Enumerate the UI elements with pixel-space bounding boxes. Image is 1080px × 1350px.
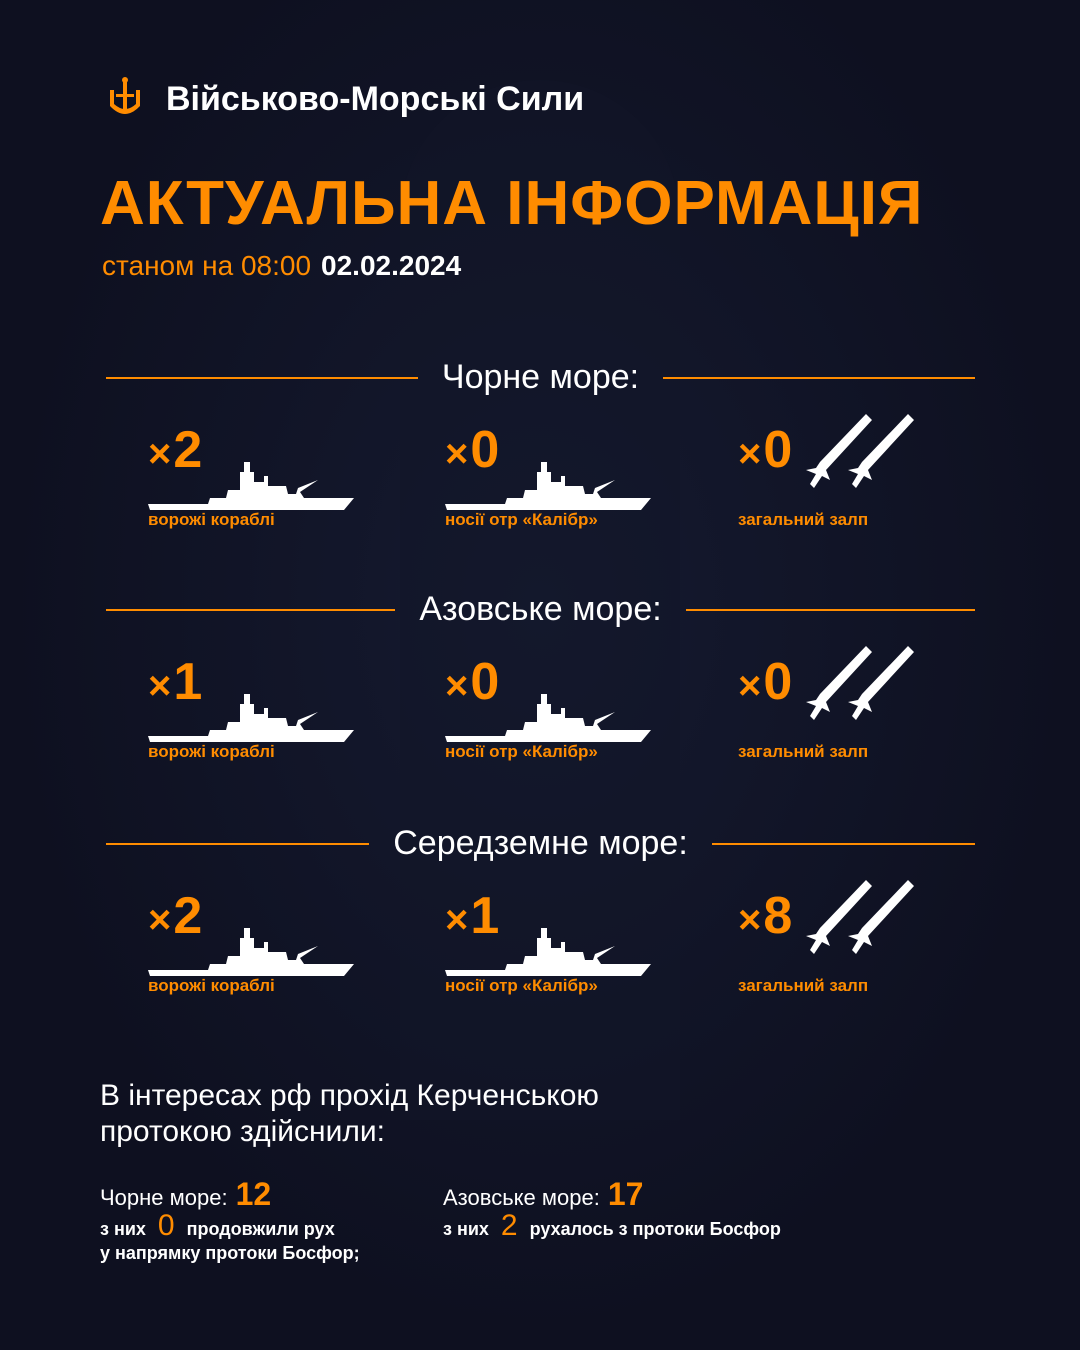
as-of: станом на 08:00 02.02.2024 bbox=[102, 250, 461, 282]
stat-cell: ×0 носії отр «Калібр» bbox=[445, 420, 675, 540]
count: ×1 bbox=[148, 652, 202, 712]
count: ×2 bbox=[148, 886, 202, 946]
count-value: 0 bbox=[470, 653, 500, 711]
divider bbox=[106, 842, 370, 845]
stat-cell: ×0 носії отр «Калібр» bbox=[445, 652, 675, 772]
stat-cell: ×8 загальний залп bbox=[738, 880, 968, 1006]
count-value: 2 bbox=[173, 421, 203, 479]
sea-section-title: Середземне море: bbox=[106, 824, 976, 863]
stat-label: носії отр «Калібр» bbox=[445, 742, 598, 761]
stat-label: носії отр «Калібр» bbox=[445, 976, 598, 995]
stat-label: загальний залп bbox=[738, 742, 869, 761]
ship-icon bbox=[445, 694, 651, 742]
sub-prefix: з них bbox=[100, 1219, 146, 1239]
count: ×8 bbox=[738, 886, 792, 946]
stat-cell: ×0 загальний залп bbox=[738, 646, 968, 772]
ship-icon bbox=[148, 928, 354, 976]
count: ×1 bbox=[445, 886, 499, 946]
stat-cell: ×1 носії отр «Калібр» bbox=[445, 886, 675, 1006]
stat-label: ворожі кораблі bbox=[148, 742, 275, 761]
divider bbox=[685, 608, 976, 611]
divider bbox=[663, 376, 976, 379]
sea-name: Чорне море: bbox=[441, 358, 640, 396]
sub-value: 2 bbox=[500, 1209, 518, 1242]
stat-label: загальний залп bbox=[738, 510, 869, 529]
missiles-icon bbox=[806, 414, 914, 488]
stat-cell: ×2 ворожі кораблі bbox=[148, 886, 378, 1006]
count: ×2 bbox=[148, 420, 202, 480]
ship-icon bbox=[148, 462, 354, 510]
multiply-sign: × bbox=[148, 898, 172, 942]
multiply-sign: × bbox=[445, 898, 469, 942]
black-sea-kerch-detail: з них 0 продовжили рух у напрямку протоки Б… bbox=[100, 1211, 360, 1265]
count: ×0 bbox=[445, 420, 499, 480]
multiply-sign: × bbox=[445, 432, 469, 476]
divider bbox=[711, 842, 976, 845]
ship-icon bbox=[148, 694, 354, 742]
stat-label: носії отр «Калібр» bbox=[445, 510, 598, 529]
sub-text-2: у напрямку протоки Босфор; bbox=[100, 1243, 360, 1263]
sub-text: продовжили рух bbox=[186, 1219, 335, 1239]
stat-value: 12 bbox=[235, 1176, 272, 1212]
sea-name: Середземне море: bbox=[393, 824, 688, 862]
sea-section-title: Азовське море: bbox=[106, 590, 976, 629]
count-value: 1 bbox=[470, 887, 500, 945]
stat-label: Чорне море: bbox=[100, 1185, 228, 1210]
stat-label: загальний залп bbox=[738, 976, 869, 995]
divider bbox=[106, 376, 418, 379]
trident-anchor-icon bbox=[110, 77, 140, 114]
organization-name: Військово-Морські Сили bbox=[166, 79, 585, 118]
stat-cell: ×0 загальний залп bbox=[738, 414, 968, 540]
count-value: 2 bbox=[173, 887, 203, 945]
as-of-date: 02.02.2024 bbox=[321, 250, 462, 281]
count: ×0 bbox=[738, 420, 792, 480]
multiply-sign: × bbox=[738, 898, 762, 942]
ship-icon bbox=[445, 928, 651, 976]
count-value: 0 bbox=[470, 421, 500, 479]
sub-value: 0 bbox=[157, 1209, 175, 1242]
sea-section-title: Чорне море: bbox=[106, 358, 976, 397]
count-value: 0 bbox=[763, 653, 793, 711]
count: ×0 bbox=[738, 652, 792, 712]
multiply-sign: × bbox=[738, 432, 762, 476]
page-title: АКТУАЛЬНА ІНФОРМАЦІЯ bbox=[100, 169, 924, 238]
count-value: 8 bbox=[763, 887, 793, 945]
stat-value: 17 bbox=[607, 1176, 644, 1212]
header: Військово-Морські Сили bbox=[106, 76, 584, 122]
stat-label: ворожі кораблі bbox=[148, 510, 275, 529]
missiles-icon bbox=[806, 646, 914, 720]
count-value: 1 bbox=[173, 653, 203, 711]
azov-sea-kerch-stat: Азовське море: 17 bbox=[443, 1176, 643, 1213]
sea-name: Азовське море: bbox=[419, 590, 662, 628]
stat-cell: ×1 ворожі кораблі bbox=[148, 652, 378, 772]
as-of-label: станом на 08:00 bbox=[102, 250, 312, 281]
count-value: 0 bbox=[763, 421, 793, 479]
count: ×0 bbox=[445, 652, 499, 712]
stat-label: Азовське море: bbox=[443, 1185, 600, 1210]
kerch-heading: В інтересах рф прохід Керченською проток… bbox=[100, 1079, 599, 1148]
black-sea-kerch-stat: Чорне море: 12 bbox=[100, 1176, 271, 1213]
ship-icon bbox=[445, 462, 651, 510]
azov-sea-kerch-detail: з них 2 рухалось з протоки Босфор bbox=[443, 1211, 781, 1241]
multiply-sign: × bbox=[445, 664, 469, 708]
sub-prefix: з них bbox=[443, 1219, 489, 1239]
multiply-sign: × bbox=[148, 432, 172, 476]
divider bbox=[106, 608, 396, 611]
multiply-sign: × bbox=[148, 664, 172, 708]
missiles-icon bbox=[806, 880, 914, 954]
stat-cell: ×2 ворожі кораблі bbox=[148, 420, 378, 540]
stat-label: ворожі кораблі bbox=[148, 976, 275, 995]
sub-text: рухалось з протоки Босфор bbox=[529, 1219, 781, 1239]
multiply-sign: × bbox=[738, 664, 762, 708]
